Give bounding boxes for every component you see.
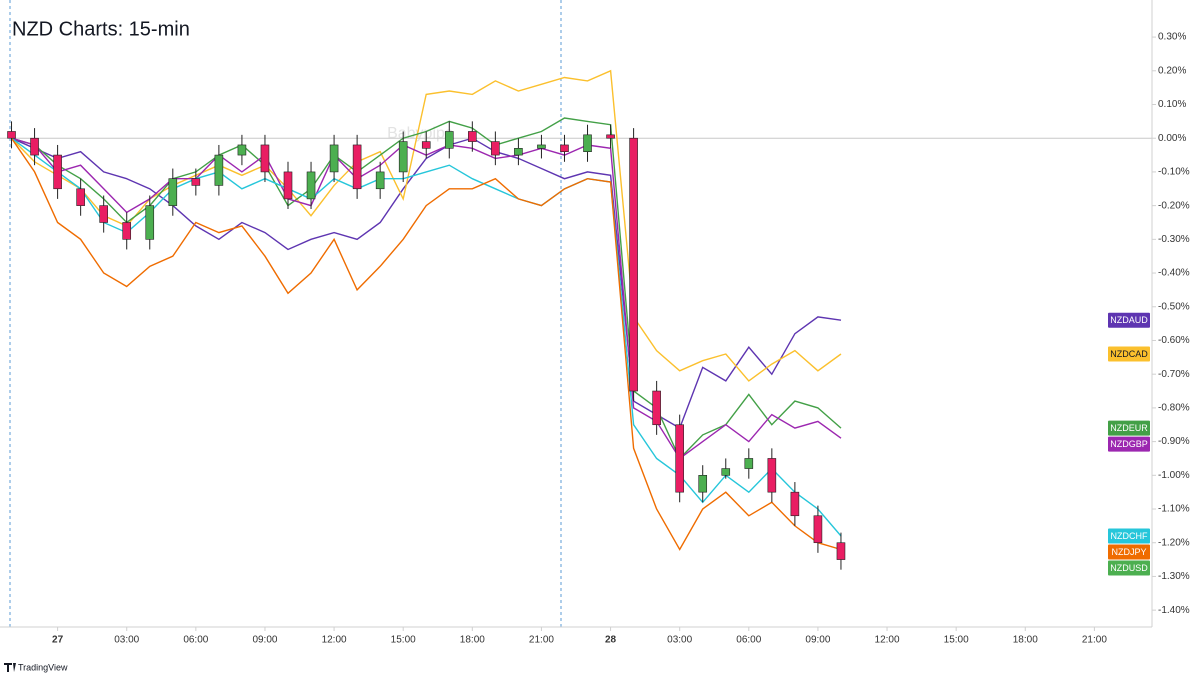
candle-body [652, 390, 661, 426]
x-tick-label: 15:00 [944, 635, 969, 646]
candle-body [629, 137, 638, 392]
y-tick-label: -1.20% [1158, 537, 1190, 548]
candle-body [398, 141, 408, 173]
y-tick-label: -0.50% [1158, 301, 1190, 312]
candle-body [237, 144, 247, 156]
candle-body [698, 475, 708, 493]
candle-body [122, 222, 132, 240]
candle-body [514, 148, 523, 156]
candle-body [583, 134, 592, 152]
legend-label: NZDUSD [1110, 563, 1148, 573]
candle-body [283, 171, 293, 200]
logo-icon [4, 663, 16, 672]
y-tick-label: -0.60% [1158, 335, 1190, 346]
candle-body [468, 131, 477, 142]
candle-body [721, 468, 731, 476]
candle-body [145, 205, 155, 240]
source: TradingView [18, 662, 68, 672]
candle-body [214, 154, 224, 186]
candle-body [421, 141, 431, 149]
candle-body [53, 154, 62, 190]
candle-body [191, 178, 201, 186]
series-line [10, 137, 842, 551]
candle-body [329, 144, 339, 173]
legend-swatch [1108, 420, 1150, 436]
x-tick-label: 18:00 [1013, 635, 1038, 646]
x-tick-label: 21:00 [529, 635, 554, 646]
y-tick-label: -0.70% [1158, 369, 1190, 380]
y-tick-label: -0.20% [1158, 200, 1190, 211]
candle-body [7, 131, 16, 139]
candle-body [99, 205, 108, 223]
candle-body [560, 144, 569, 152]
legend-swatch [1108, 528, 1150, 544]
candle-body [813, 515, 823, 544]
x-tick-label: 06:00 [736, 635, 761, 646]
y-tick-label: -0.10% [1158, 167, 1190, 178]
y-tick-label: -1.10% [1158, 504, 1190, 515]
legend-swatch [1108, 560, 1150, 576]
candle-body [675, 424, 684, 493]
x-tick-label: 09:00 [252, 635, 277, 646]
candle-body [444, 131, 454, 149]
x-tick-label: 15:00 [391, 635, 416, 646]
legend-swatch [1108, 544, 1150, 560]
candle-body [30, 137, 39, 156]
x-tick-label: 12:00 [322, 635, 347, 646]
candle-body [836, 542, 846, 560]
y-tick-label: -1.30% [1158, 571, 1190, 582]
y-tick-label: 0.00% [1158, 133, 1186, 144]
candle-body [352, 144, 362, 190]
candle-body [491, 141, 500, 156]
candle-body [168, 178, 178, 206]
y-tick-label: 0.10% [1158, 99, 1186, 110]
x-tick-label: 28 [605, 635, 617, 646]
x-tick-label: 03:00 [667, 635, 692, 646]
x-tick-label: 27 [52, 635, 64, 646]
candle-body [260, 144, 270, 173]
y-tick-label: 0.30% [1158, 32, 1186, 43]
y-tick-label: -0.80% [1158, 403, 1190, 414]
legend-label: NZDAUD [1110, 315, 1148, 325]
legend-label: NZDCHF [1111, 531, 1148, 541]
x-tick-label: 12:00 [875, 635, 900, 646]
legend-swatch [1108, 312, 1150, 328]
x-tick-label: 06:00 [183, 635, 208, 646]
x-tick-label: 03:00 [114, 635, 139, 646]
candle-body [375, 171, 385, 190]
candle-body [744, 458, 754, 469]
y-tick-label: -0.40% [1158, 268, 1190, 279]
candle-body [790, 491, 800, 517]
plot-area [0, 69, 1152, 570]
legend-label: NZDGBP [1110, 439, 1148, 449]
candle-body [767, 458, 777, 493]
chart-title: NZD Charts: 15-min [12, 18, 190, 40]
legend-swatch [1108, 346, 1150, 362]
y-tick-label: 0.20% [1158, 65, 1186, 76]
y-tick-label: -1.40% [1158, 605, 1190, 616]
y-tick-label: -0.90% [1158, 436, 1190, 447]
legend-label: NZDEUR [1110, 423, 1148, 433]
legend-label: NZDJPY [1111, 547, 1146, 557]
legend-swatch [1108, 436, 1150, 452]
candle-body [606, 134, 615, 139]
candle-body [537, 144, 546, 149]
y-tick-label: -1.00% [1158, 470, 1190, 481]
y-tick-label: -0.30% [1158, 234, 1190, 245]
candle-body [76, 188, 85, 206]
legend-label: NZDCAD [1110, 349, 1148, 359]
x-tick-label: 18:00 [460, 635, 485, 646]
x-tick-label: 21:00 [1082, 635, 1107, 646]
candle-body [306, 171, 316, 200]
x-tick-label: 09:00 [805, 635, 830, 646]
